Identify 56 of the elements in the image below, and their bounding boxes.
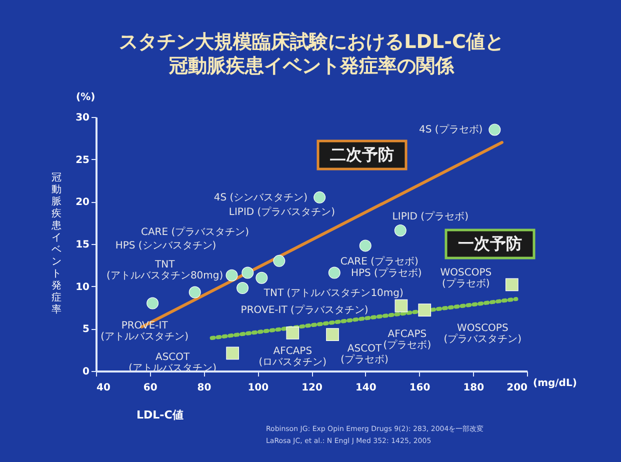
point: [359, 240, 372, 252]
x-tick-label: 120: [302, 382, 322, 394]
annotation: 4S (プラセボ): [418, 124, 483, 136]
y-tick-label: 30: [76, 112, 90, 124]
y-tick-label: 10: [76, 282, 90, 293]
x-tick-label: 180: [463, 382, 484, 394]
text: 冠動脈疾患イベント発症率: [52, 172, 62, 316]
text: (%): [76, 92, 96, 103]
series-label: 二次予防: [330, 145, 394, 164]
y-tick-label: 0: [82, 366, 90, 378]
annotation: HPS (シンバスタチン): [115, 240, 216, 252]
annotation: HPS (プラセボ): [350, 266, 422, 279]
annotation: WOSCOPS (プラバスタチン): [444, 323, 522, 346]
point: [328, 266, 340, 279]
x-tick-label: 60: [143, 382, 158, 394]
annotation: TNT (アトルバスタチン10mg): [262, 288, 404, 299]
y-tick-label: 25: [76, 154, 90, 166]
point: [273, 254, 286, 267]
annotation: TNT (アトルバスタチン80mg): [106, 259, 224, 282]
x-tick-label: 160: [409, 382, 430, 394]
annotation: AFCAPS (ロバスタチン): [258, 346, 327, 368]
annotation: 4S (シンバスタチン): [214, 192, 308, 204]
x-tick-label: 40: [96, 382, 110, 394]
x-tick-label: 140: [355, 382, 376, 394]
y-tick-label: 5: [82, 324, 90, 336]
y-tick-label: 15: [76, 240, 90, 250]
point: [394, 299, 408, 312]
annotation: CARE (プラバスタチン): [140, 226, 250, 238]
point: [314, 191, 326, 204]
text: 一次予防: [458, 234, 522, 253]
annotation: LIPID (プラバスタチン): [228, 206, 336, 218]
point: [226, 346, 239, 360]
annotation: WOSCOPS (プラセボ): [440, 268, 492, 290]
point: [505, 278, 518, 292]
annotation: PROVE-IT (プラバスタチン): [240, 304, 368, 316]
x-tick-label: 80: [197, 382, 212, 394]
point: [488, 124, 501, 136]
point: [286, 326, 300, 340]
text: (mg/dL): [533, 378, 577, 389]
annotation: LIPID (プラセボ): [392, 210, 469, 222]
point: [326, 328, 339, 342]
point: [236, 282, 249, 294]
point: [226, 269, 238, 282]
y-tick-label: 20: [76, 197, 90, 208]
point: [188, 286, 201, 298]
x-tick-label: 200: [506, 382, 528, 394]
chart-title: スタチン大規模臨床試験におけるLDL-C値と冠動脈疾患イベント発症率の関係: [119, 31, 504, 77]
annotation: AFCAPS (プラセボ): [383, 328, 432, 351]
point: [418, 304, 432, 316]
x-tick-label: 100: [248, 382, 269, 394]
annotation: CARE (プラセボ): [340, 256, 419, 268]
x-axis-title: LDL-C値: [136, 408, 184, 422]
point: [242, 266, 254, 279]
point: [256, 272, 268, 284]
point: [394, 224, 406, 236]
point: [146, 297, 159, 310]
